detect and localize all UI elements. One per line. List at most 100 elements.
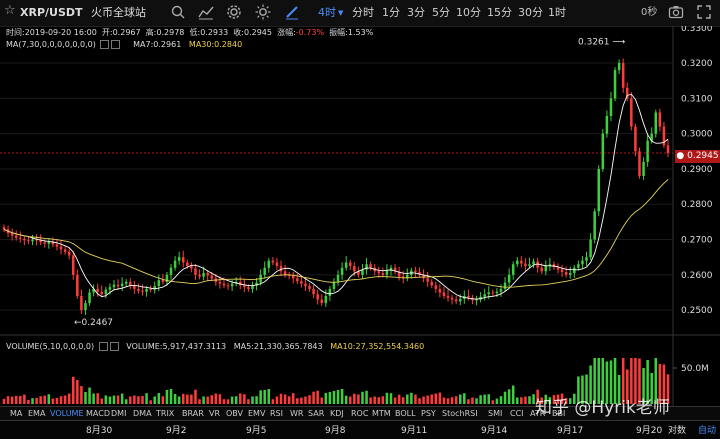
ma-settings-icon[interactable]: [100, 40, 110, 49]
indicator-obv[interactable]: OBV: [226, 409, 244, 418]
candle: [540, 267, 543, 272]
tab-3m[interactable]: 3分: [407, 6, 425, 19]
candle: [255, 282, 258, 286]
indicator-kdj[interactable]: KDJ: [330, 409, 344, 418]
volume-bar: [626, 369, 629, 404]
tab-5m[interactable]: 5分: [432, 6, 450, 19]
volume-bar: [194, 389, 197, 404]
draw-pencil-icon[interactable]: [284, 4, 302, 22]
symbol-label[interactable]: XRP/USDT: [20, 6, 83, 19]
chart-type-icon[interactable]: [198, 4, 216, 22]
volume-settings-icon[interactable]: [98, 342, 108, 351]
indicator-mtm[interactable]: MTM: [372, 409, 391, 418]
candle: [589, 239, 592, 258]
indicator-dma[interactable]: DMA: [133, 409, 152, 418]
candle: [418, 272, 421, 275]
volume-bar: [642, 368, 645, 404]
indicator-dmi[interactable]: DMI: [111, 409, 127, 418]
candle: [613, 70, 617, 99]
candle: [634, 126, 637, 152]
candle: [438, 288, 442, 293]
volume-bar: [324, 393, 328, 404]
volume-info: VOLUME(5,10,0,0,0,0) VOLUME:5,917,437.31…: [6, 342, 424, 351]
tab-1m[interactable]: 1分: [382, 6, 400, 19]
volume-bar: [556, 394, 560, 404]
tab-15m[interactable]: 15分: [487, 6, 512, 19]
indicator-atr[interactable]: ATR: [530, 409, 546, 418]
volume-bar: [613, 358, 617, 404]
vol-ma5-value: MA5:21,330,365.7843: [233, 342, 323, 351]
indicator-macd[interactable]: MACD: [86, 409, 110, 418]
volume-bar: [271, 399, 275, 404]
y-tick-label: 0.2700: [681, 236, 713, 246]
candle: [544, 266, 548, 272]
indicator-ma[interactable]: MA: [10, 409, 23, 418]
candle: [190, 266, 193, 269]
volume-bar: [654, 358, 658, 404]
volume-bar: [141, 395, 144, 404]
settings-gear-icon[interactable]: [226, 4, 244, 22]
volume-bar: [153, 396, 156, 404]
indicator-stochrsi[interactable]: StochRSI: [442, 409, 478, 418]
indicator-rsi[interactable]: RSI: [270, 409, 283, 418]
auto-scale-toggle[interactable]: 自动: [697, 426, 716, 436]
theme-sun-icon[interactable]: [255, 4, 273, 22]
tab-4h[interactable]: 4时: [318, 6, 336, 19]
candle: [129, 281, 132, 286]
volume-bar: [96, 393, 99, 404]
candle: [43, 242, 46, 244]
tab-10m[interactable]: 10分: [456, 6, 481, 19]
volume-bar: [630, 358, 633, 404]
candle: [80, 296, 83, 311]
candle: [328, 288, 332, 296]
volume-bar: [646, 360, 649, 404]
volume-bar: [442, 397, 446, 404]
indicator-psy[interactable]: PSY: [421, 409, 436, 418]
star-icon[interactable]: ☆: [4, 3, 16, 18]
volume-bar: [577, 376, 580, 404]
indicator-sar[interactable]: SAR: [308, 409, 325, 418]
ma-params[interactable]: MA(7,30,0,0,0,0,0,0,0): [6, 40, 96, 49]
indicator-brar[interactable]: BRAR: [182, 409, 204, 418]
tab-1h[interactable]: 1时: [548, 6, 566, 19]
candle: [581, 260, 584, 265]
indicator-wr[interactable]: WR: [290, 409, 304, 418]
log-scale-toggle[interactable]: 对数: [667, 426, 686, 436]
low-label: 低:: [189, 28, 201, 37]
volume-params[interactable]: VOLUME(5,10,0,0,0,0): [6, 342, 95, 351]
indicator-trix[interactable]: TRIX: [156, 409, 175, 418]
candle: [267, 260, 271, 268]
indicator-bbi[interactable]: BBI: [552, 409, 566, 418]
chevron-down-icon[interactable]: ▼: [338, 9, 344, 17]
candle: [573, 267, 576, 274]
volume-bar: [304, 396, 307, 404]
current-price-value: 0.2945: [687, 151, 719, 161]
volume-close-icon[interactable]: [109, 342, 119, 351]
indicator-volume[interactable]: VOLUME: [50, 409, 84, 418]
volume-bar: [528, 396, 531, 404]
candle: [532, 261, 535, 265]
vol-ma10-value: MA10:27,352,554.3460: [330, 342, 425, 351]
search-icon[interactable]: [170, 4, 188, 22]
camera-icon[interactable]: [668, 4, 686, 22]
fullscreen-icon[interactable]: [696, 4, 714, 22]
tab-30m[interactable]: 30分: [518, 6, 543, 19]
change-label: 涨幅:: [277, 28, 296, 37]
indicator-smi[interactable]: SMI: [488, 409, 503, 418]
volume-bar: [177, 396, 181, 404]
indicator-boll[interactable]: BOLL: [395, 409, 416, 418]
indicator-roc[interactable]: ROC: [351, 409, 369, 418]
candle: [601, 133, 605, 169]
indicator-emv[interactable]: EMV: [248, 409, 266, 418]
volume-bar: [129, 396, 132, 404]
indicator-ema[interactable]: EMA: [28, 409, 46, 418]
volume-bar: [617, 375, 621, 404]
tab-timeline[interactable]: 分时: [352, 6, 374, 19]
indicator-cci[interactable]: CCI: [510, 409, 524, 418]
candle: [458, 298, 462, 302]
volume-bar: [406, 394, 409, 404]
ma-close-icon[interactable]: [111, 40, 121, 49]
volume-bar: [336, 390, 340, 404]
indicator-vr[interactable]: VR: [209, 409, 221, 418]
candlestick-chart[interactable]: 0.2500 0.2600 0.2700 0.2800 0.2900 0.3000 0.31…: [0, 26, 720, 406]
